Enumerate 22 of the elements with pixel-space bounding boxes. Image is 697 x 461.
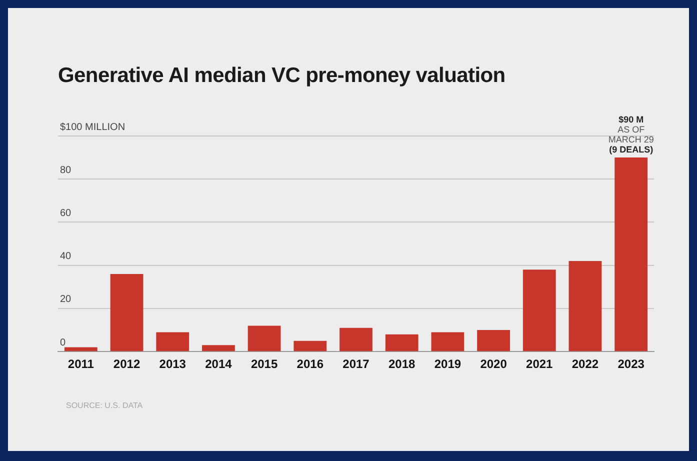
x-tick-label: 2022 xyxy=(572,357,599,372)
y-tick-label: 60 xyxy=(60,208,72,219)
y-tick-label: 0 xyxy=(60,337,66,348)
x-tick-label: 2017 xyxy=(342,357,370,372)
x-tick-label: 2011 xyxy=(68,357,94,372)
source-note: SOURCE: U.S. DATA xyxy=(66,401,143,410)
y-tick-label: 80 xyxy=(60,164,72,176)
x-tick-label: 2013 xyxy=(159,357,186,372)
x-tick-label: 2018 xyxy=(388,357,416,372)
x-tick-label: 2021 xyxy=(526,357,554,372)
y-tick-label: 40 xyxy=(60,251,72,262)
x-tick-label: 2020 xyxy=(480,357,508,372)
chart-title: Generative AI median VC pre-money valuation xyxy=(58,64,506,88)
x-tick-label: 2012 xyxy=(113,357,140,372)
y-tick-label: $100 MILLION xyxy=(60,122,126,133)
annotation: $90 M AS OF MARCH 29 (9 DEALS) xyxy=(608,114,654,155)
x-tick-label: 2023 xyxy=(618,357,645,372)
x-tick-label: 2015 xyxy=(250,357,278,372)
x-tick-label: 2019 xyxy=(434,357,462,372)
x-tick-label: 2014 xyxy=(205,357,232,372)
x-tick-label: 2016 xyxy=(296,357,324,372)
y-tick-label: 20 xyxy=(60,294,72,306)
